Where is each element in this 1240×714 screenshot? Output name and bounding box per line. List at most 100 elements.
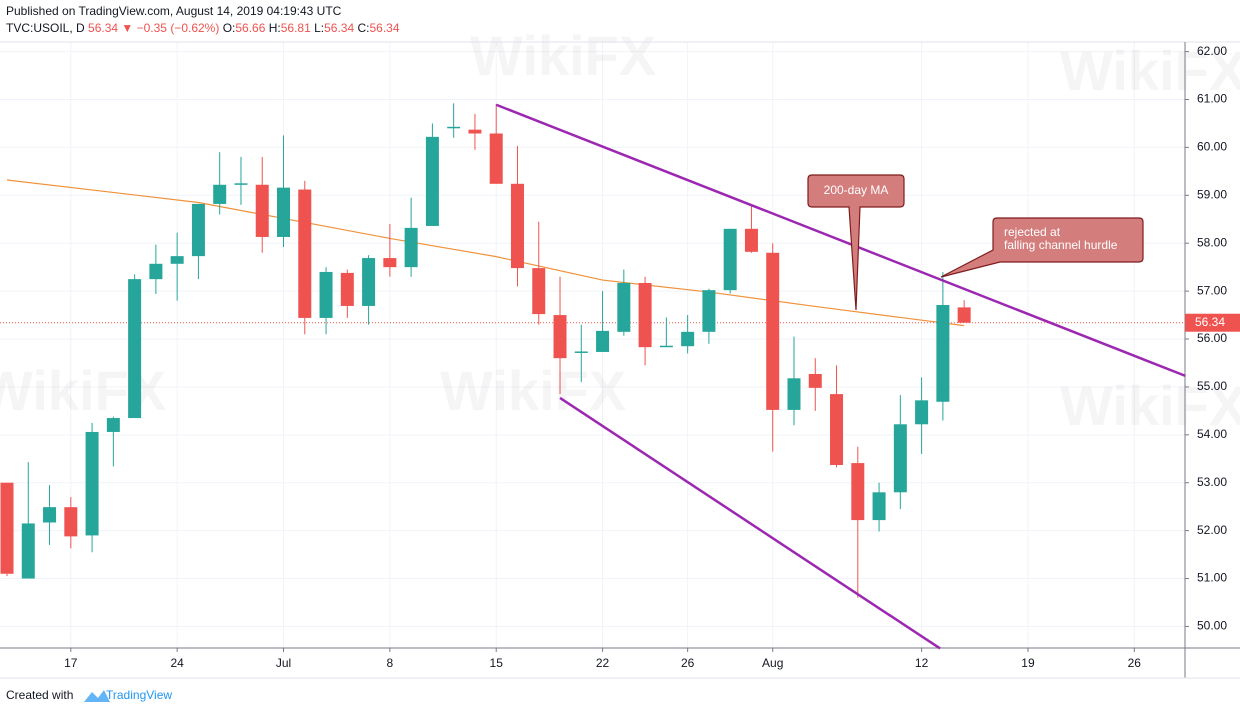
candle-body [362, 258, 376, 306]
x-tick-label: 22 [596, 656, 610, 670]
callout [807, 174, 905, 311]
background [0, 42, 1185, 648]
x-tick-label: Aug [762, 656, 783, 670]
y-tick-label: 59.00 [1197, 187, 1227, 201]
watermark: WikiFX [1060, 374, 1240, 437]
candle-body [191, 203, 205, 257]
candle-body [936, 304, 950, 402]
footer-brand: TradingView [106, 688, 172, 702]
candle-body [830, 394, 844, 466]
y-tick-label: 52.00 [1197, 523, 1227, 537]
candle-body [915, 400, 929, 425]
candle-body [681, 331, 695, 347]
candle-body [149, 263, 163, 280]
x-tick-label: 26 [681, 656, 695, 670]
callout-text: rejected at [1004, 225, 1061, 239]
candle-body [596, 330, 610, 352]
channel-line [495, 103, 1186, 378]
candle-body [170, 256, 184, 264]
candle-body [532, 268, 546, 315]
candle-body [213, 184, 227, 204]
candle-body [553, 315, 567, 359]
watermark: WikiFX [1060, 39, 1240, 102]
quote-line: TVC:USOIL, D 56.34 ▼ −0.35 (−0.62%) O:56… [6, 21, 400, 35]
candle-body [638, 282, 652, 348]
quote-key: C: [358, 21, 370, 35]
candle-body [787, 378, 801, 410]
candle-body [447, 126, 461, 129]
footer-created: Created with [6, 688, 73, 702]
x-tick-label: Jul [276, 656, 291, 670]
quote-value: 56.34 [370, 21, 400, 35]
candle-body [234, 183, 248, 185]
candle-body [319, 271, 333, 318]
candle-body [43, 507, 57, 523]
symbol: TVC:USOIL, D [6, 21, 85, 35]
candle-body [468, 129, 482, 134]
candle-body [808, 373, 822, 388]
x-tick-label: 8 [387, 656, 394, 670]
candle-body [723, 228, 737, 291]
candle-body [766, 252, 780, 410]
y-tick-label: 51.00 [1197, 571, 1227, 585]
candle-body [0, 482, 14, 574]
watermark: WikiFX [440, 359, 626, 422]
x-tick-label: 19 [1021, 656, 1035, 670]
change: ▼ −0.35 (−0.62%) [121, 21, 219, 35]
candle-body [510, 183, 524, 269]
y-tick-label: 55.00 [1197, 379, 1227, 393]
candle-body [340, 272, 354, 306]
x-tick-label: 17 [64, 656, 78, 670]
x-tick-label: 12 [915, 656, 929, 670]
quote-value: 56.81 [281, 21, 311, 35]
candle-body [574, 351, 588, 353]
candle-body [64, 507, 78, 537]
x-tick-label: 26 [1128, 656, 1142, 670]
last-price-box [1185, 313, 1240, 332]
y-tick-label: 57.00 [1197, 283, 1227, 297]
last-price-label: 56.34 [1195, 315, 1225, 329]
y-tick-label: 62.00 [1197, 44, 1227, 58]
candle-body [659, 345, 673, 348]
quote-key: L: [314, 21, 324, 35]
quote-key: H: [269, 21, 281, 35]
candle-body [489, 133, 503, 184]
x-tick-label: 15 [490, 656, 504, 670]
candle-body [404, 227, 418, 268]
quote-key: O: [223, 21, 236, 35]
quote-value: 56.66 [235, 21, 265, 35]
y-tick-label: 60.00 [1197, 140, 1227, 154]
quote-value: 56.34 [324, 21, 354, 35]
candle-body [425, 136, 439, 226]
candle-body [383, 258, 397, 268]
candle-body [872, 492, 886, 521]
published: Published on TradingView.com, August 14,… [6, 4, 342, 18]
y-tick-label: 61.00 [1197, 92, 1227, 106]
callout-text: 200-day MA [824, 183, 889, 197]
x-tick-label: 24 [170, 656, 184, 670]
brand-logo [84, 690, 110, 702]
candle-body [85, 431, 99, 536]
candle-body [128, 279, 142, 419]
candle-body [702, 290, 716, 332]
candle-body [106, 418, 120, 432]
y-tick-label: 54.00 [1197, 427, 1227, 441]
channel-line [559, 396, 941, 650]
y-tick-label: 53.00 [1197, 475, 1227, 489]
callout [940, 217, 1144, 278]
candle-body [21, 523, 35, 579]
y-tick-label: 50.00 [1197, 619, 1227, 633]
last: 56.34 [88, 21, 118, 35]
candle-body [255, 184, 269, 237]
candle-body [298, 189, 312, 318]
watermark: WikiFX [0, 359, 166, 422]
candle-body [277, 187, 291, 237]
watermark: WikiFX [470, 24, 656, 87]
candle-body [957, 307, 971, 323]
callout-text: falling channel hurdle [1004, 238, 1118, 252]
y-tick-label: 58.00 [1197, 235, 1227, 249]
candle-body [893, 424, 907, 493]
candle-body [617, 282, 631, 332]
y-tick-label: 56.00 [1197, 331, 1227, 345]
